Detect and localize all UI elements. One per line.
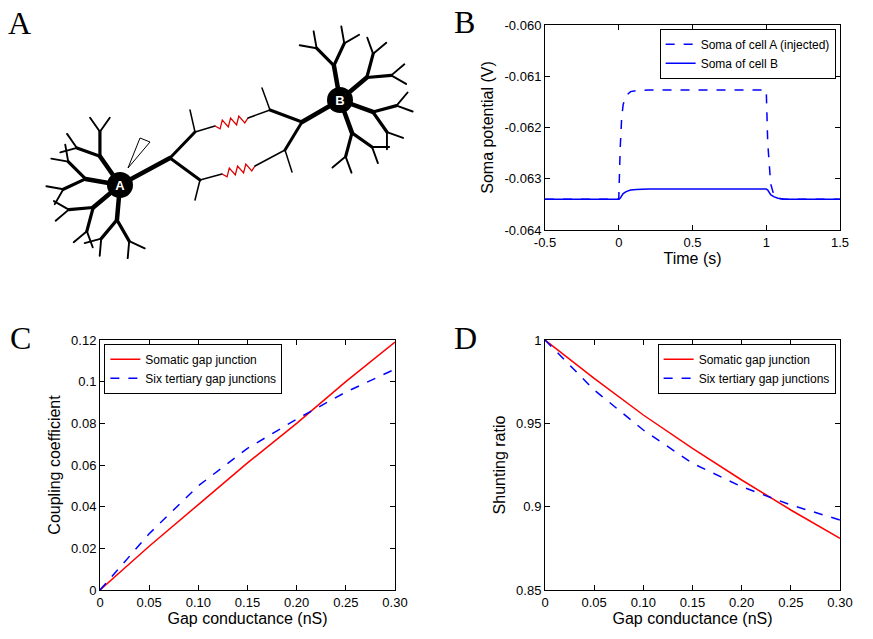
svg-text:Shunting ratio: Shunting ratio [491, 416, 508, 515]
svg-text:1: 1 [534, 333, 541, 348]
svg-text:0.04: 0.04 [71, 499, 96, 514]
svg-text:Gap conductance (nS): Gap conductance (nS) [612, 610, 772, 627]
svg-text:0.5: 0.5 [683, 235, 701, 250]
svg-text:0.02: 0.02 [71, 541, 96, 556]
svg-text:0.85: 0.85 [516, 583, 541, 598]
svg-text:A: A [115, 178, 125, 193]
svg-text:Coupling coefficient: Coupling coefficient [46, 395, 63, 535]
svg-text:D: D [454, 320, 477, 356]
svg-text:0.30: 0.30 [827, 595, 852, 610]
svg-text:0.20: 0.20 [284, 595, 309, 610]
svg-text:0.9: 0.9 [523, 499, 541, 514]
svg-text:A: A [8, 5, 31, 41]
svg-text:0.08: 0.08 [71, 416, 96, 431]
svg-text:Gap conductance (nS): Gap conductance (nS) [167, 610, 327, 627]
svg-text:1.5: 1.5 [831, 235, 849, 250]
svg-text:-0.063: -0.063 [505, 171, 542, 186]
svg-text:0.25: 0.25 [333, 595, 358, 610]
svg-text:0: 0 [541, 595, 548, 610]
svg-text:0.05: 0.05 [582, 595, 607, 610]
svg-text:C: C [10, 320, 31, 356]
svg-text:0.30: 0.30 [382, 595, 407, 610]
svg-text:-0.060: -0.060 [505, 18, 542, 33]
svg-text:-0.061: -0.061 [505, 69, 542, 84]
svg-text:0.15: 0.15 [235, 595, 260, 610]
svg-text:Somatic gap junction: Somatic gap junction [699, 353, 810, 367]
svg-text:0.05: 0.05 [137, 595, 162, 610]
svg-text:0.25: 0.25 [778, 595, 803, 610]
svg-text:0.10: 0.10 [631, 595, 656, 610]
svg-text:0: 0 [615, 235, 622, 250]
svg-text:0.06: 0.06 [71, 458, 96, 473]
svg-text:0.15: 0.15 [680, 595, 705, 610]
svg-text:0: 0 [96, 595, 103, 610]
svg-text:Soma of cell A (injected): Soma of cell A (injected) [701, 38, 830, 52]
svg-text:Time (s): Time (s) [663, 250, 721, 267]
svg-text:Six tertiary gap junctions: Six tertiary gap junctions [145, 372, 276, 386]
svg-text:Six tertiary gap junctions: Six tertiary gap junctions [699, 372, 830, 386]
svg-text:0.95: 0.95 [516, 416, 541, 431]
svg-text:0.1: 0.1 [78, 374, 96, 389]
svg-text:Soma potential (V): Soma potential (V) [479, 61, 496, 194]
svg-text:-0.064: -0.064 [505, 223, 542, 238]
svg-text:B: B [454, 4, 475, 40]
svg-text:0.12: 0.12 [71, 333, 96, 348]
svg-text:-0.062: -0.062 [505, 120, 542, 135]
svg-text:B: B [335, 93, 344, 108]
svg-text:1: 1 [763, 235, 770, 250]
svg-text:Soma of cell B: Soma of cell B [701, 57, 778, 71]
svg-text:0.20: 0.20 [729, 595, 754, 610]
svg-text:0: 0 [89, 583, 96, 598]
svg-text:Somatic gap junction: Somatic gap junction [145, 353, 256, 367]
svg-text:0.10: 0.10 [186, 595, 211, 610]
svg-text:-0.5: -0.5 [534, 235, 556, 250]
